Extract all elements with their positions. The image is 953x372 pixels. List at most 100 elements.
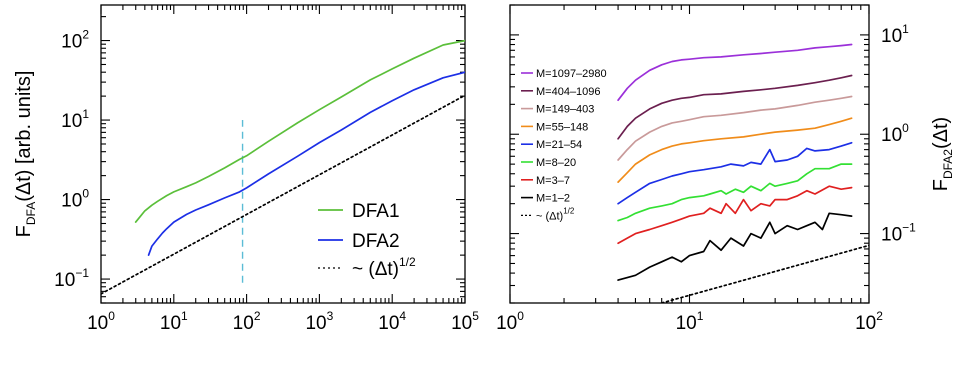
plot-frame — [100, 4, 466, 304]
y-tick-exp: 0 — [902, 121, 909, 135]
y-tick-base: 10 — [61, 191, 82, 212]
y-axis-label-sub: DFA — [24, 202, 38, 225]
x-tick-exp: 0 — [517, 309, 524, 323]
x-tick-base: 10 — [305, 313, 326, 334]
legend-label-text: M=3–7 — [536, 175, 570, 187]
legend-label-2: M=149–403 — [536, 104, 594, 116]
legend-label-text: M=55–148 — [536, 121, 588, 133]
legend-label-exp: 1/2 — [563, 206, 575, 215]
legend-label-text: M=1–2 — [536, 193, 570, 205]
x-tick-exp: 2 — [254, 309, 261, 323]
y-tick-base: 10 — [61, 32, 82, 53]
y-tick-label: 101 — [61, 107, 89, 132]
y-tick-base: 10 — [881, 26, 902, 47]
x-tick-exp: 3 — [327, 309, 334, 323]
series-group — [101, 39, 465, 295]
panel-b: 100 101 10210−1100101FDFA2(Δt)M=1097–2980M… — [496, 4, 953, 334]
x-tick-exp: 1 — [697, 309, 704, 323]
y-axis-label: FDFA2(Δt) — [930, 117, 953, 191]
series-line-4 — [617, 141, 853, 205]
x-tick-exp: 0 — [108, 309, 115, 323]
y-tick-exp: −1 — [902, 221, 916, 235]
legend-label-4: M=21–54 — [536, 139, 582, 151]
legend-label-1: DFA2 — [352, 231, 400, 252]
legend-label-0: M=1097–2980 — [536, 68, 607, 80]
x-tick-exp: 1 — [181, 309, 188, 323]
y-tick-base: 10 — [61, 111, 82, 132]
y-axis-label: FDFA(Δt) [arb. units] — [13, 71, 38, 238]
x-tick-base: 10 — [855, 313, 876, 334]
series-line-6 — [617, 185, 853, 245]
y-tick-exp: 2 — [82, 28, 89, 42]
legend-label-exp: 1/2 — [399, 255, 416, 269]
y-tick-base: 10 — [54, 270, 75, 291]
legend-label-base: ~ (Δt) — [352, 259, 399, 280]
x-tick-base: 10 — [233, 313, 254, 334]
series-line-7 — [617, 212, 853, 281]
legend-label-5: M=8–20 — [536, 157, 576, 169]
series-line-2 — [101, 94, 465, 295]
y-tick-label: 102 — [61, 28, 89, 53]
y-axis-label-main: F — [930, 179, 952, 191]
series-line-1 — [617, 74, 853, 140]
plot-frame — [509, 4, 870, 304]
x-tick-base: 10 — [160, 313, 181, 334]
series-line-0 — [617, 43, 853, 102]
y-tick-exp: 1 — [82, 107, 89, 121]
x-tick-label: 102 — [855, 309, 883, 334]
legend-label-2: ~ (Δt)1/2 — [352, 255, 416, 280]
legend-label-1: M=404–1096 — [536, 86, 601, 98]
x-tick-base: 10 — [676, 313, 697, 334]
legend-label-text: DFA1 — [352, 201, 400, 222]
y-axis-label-rest: (Δt) [arb. units] — [13, 71, 35, 202]
series-line-8 — [660, 244, 869, 303]
legend-label-base: ~ (Δt) — [536, 210, 563, 222]
x-tick-exp: 2 — [876, 309, 883, 323]
x-tick-label: 104 — [378, 309, 406, 334]
x-tick-label: 102 — [233, 309, 261, 334]
series-group — [617, 43, 869, 303]
y-axis-label-main: F — [13, 225, 35, 237]
y-tick-exp: −1 — [75, 266, 89, 280]
y-tick-label: 100 — [61, 187, 89, 212]
legend-label-text: DFA2 — [352, 231, 400, 252]
legend-label-text: M=8–20 — [536, 157, 576, 169]
panel-a: 100 101 102 103 104 10510−1100101102FDFA(Δt) … — [13, 4, 479, 334]
x-tick-label: 100 — [87, 309, 115, 334]
legend-label-8: ~ (Δt)1/2 — [536, 206, 575, 222]
x-tick-label: 103 — [305, 309, 333, 334]
y-tick-label: 101 — [881, 22, 909, 47]
legend-label-text: M=21–54 — [536, 139, 582, 151]
legend-label-3: M=55–148 — [536, 121, 588, 133]
y-tick-base: 10 — [881, 225, 902, 246]
series-line-1 — [147, 71, 465, 256]
y-tick-exp: 0 — [82, 187, 89, 201]
x-tick-base: 10 — [87, 313, 108, 334]
legend-label-text: M=1097–2980 — [536, 68, 607, 80]
series-line-3 — [617, 117, 853, 183]
x-tick-base: 10 — [496, 313, 517, 334]
y-tick-label: 10−1 — [881, 221, 916, 246]
y-tick-exp: 1 — [902, 22, 909, 36]
x-tick-label: 105 — [451, 309, 479, 334]
y-axis-label-rest: (Δt) — [930, 117, 952, 149]
series-line-5 — [617, 163, 853, 222]
legend-label-6: M=3–7 — [536, 175, 570, 187]
legend-label-text: M=149–403 — [536, 104, 594, 116]
x-tick-exp: 5 — [472, 309, 479, 323]
legend-label-text: M=404–1096 — [536, 86, 601, 98]
x-tick-label: 101 — [160, 309, 188, 334]
y-tick-base: 10 — [881, 125, 902, 146]
legend-label-0: DFA1 — [352, 201, 400, 222]
x-tick-base: 10 — [451, 313, 472, 334]
series-line-0 — [134, 39, 465, 223]
x-tick-base: 10 — [378, 313, 399, 334]
series-line-2 — [617, 95, 853, 161]
y-tick-label: 100 — [881, 121, 909, 146]
x-tick-label: 100 — [496, 309, 524, 334]
x-tick-label: 101 — [676, 309, 704, 334]
legend-label-7: M=1–2 — [536, 193, 570, 205]
y-tick-label: 10−1 — [54, 266, 89, 291]
y-axis-label-sub: DFA2 — [941, 149, 953, 179]
